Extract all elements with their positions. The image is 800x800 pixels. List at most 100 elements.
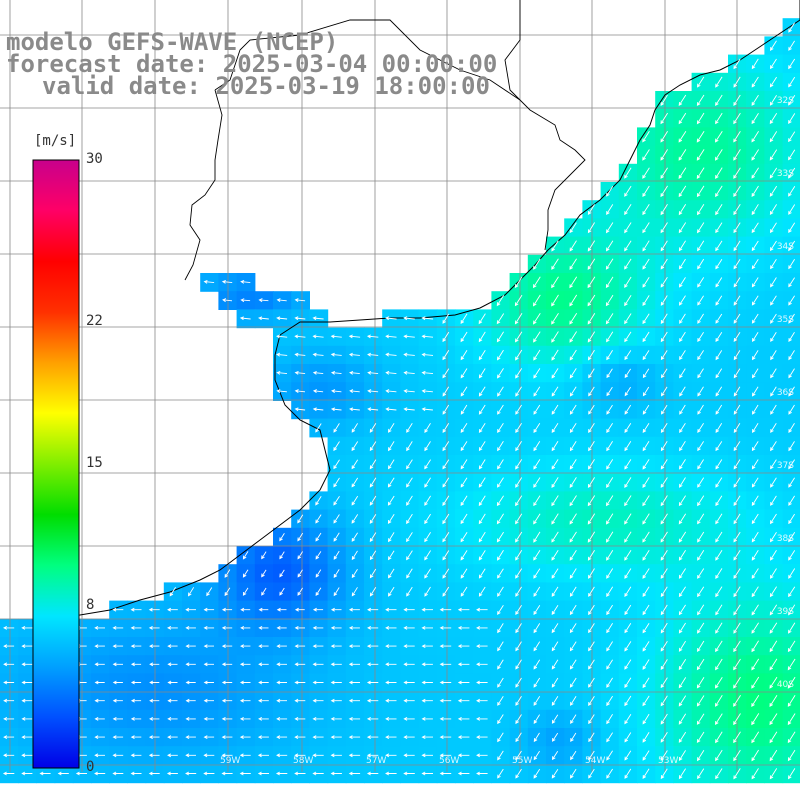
latitude-label: 34S	[776, 242, 794, 252]
wind-arrow	[367, 626, 379, 630]
wind-arrow	[769, 713, 778, 726]
wind-arrow	[369, 550, 377, 561]
wind-arrow	[606, 604, 613, 616]
wind-arrow	[385, 389, 397, 393]
wind-arrow	[769, 204, 777, 216]
wind-arrow	[148, 735, 160, 739]
wind-arrow	[788, 295, 795, 306]
wind-arrow	[424, 459, 431, 470]
wind-arrow	[660, 641, 668, 652]
wind-arrow	[679, 422, 686, 433]
wind-arrow	[476, 735, 488, 739]
longitude-label: 55W	[512, 756, 533, 766]
wind-arrow	[385, 626, 397, 630]
wind-arrow	[333, 495, 340, 506]
wind-arrow	[751, 94, 759, 106]
wind-arrow	[678, 677, 687, 689]
wind-arrow	[442, 350, 450, 361]
wind-arrow	[442, 568, 450, 579]
wind-arrow	[460, 531, 468, 543]
wind-arrow	[439, 644, 452, 648]
wind-arrow	[751, 495, 759, 507]
wind-arrow	[569, 641, 577, 652]
wind-arrow	[497, 422, 504, 433]
wind-arrow	[642, 404, 650, 415]
wind-arrow	[149, 698, 160, 703]
wind-arrow	[276, 352, 288, 357]
wind-arrow	[439, 717, 452, 721]
wind-arrow	[351, 550, 358, 561]
wind-arrow	[606, 459, 614, 470]
wind-arrow	[94, 717, 105, 721]
wind-arrow	[788, 22, 795, 33]
wind-arrow	[21, 626, 33, 630]
wind-arrow	[333, 423, 340, 433]
wind-arrow	[403, 389, 415, 393]
wind-arrow	[697, 368, 704, 379]
wind-arrow	[3, 644, 15, 648]
wind-arrow	[221, 717, 233, 721]
wind-arrow	[315, 551, 322, 560]
wind-arrow	[678, 167, 687, 180]
wind-arrow	[770, 568, 777, 579]
wind-arrow	[587, 312, 596, 325]
wind-arrow	[315, 532, 322, 542]
wind-arrow	[624, 531, 632, 543]
wind-arrow	[715, 76, 723, 88]
wind-arrow	[224, 569, 231, 578]
wind-arrow	[678, 477, 686, 488]
wind-arrow	[421, 662, 433, 667]
wind-arrow	[533, 714, 540, 725]
wind-arrow	[533, 495, 541, 507]
wind-arrow	[112, 717, 123, 721]
wind-arrow	[533, 641, 541, 652]
wind-arrow	[497, 677, 504, 688]
wind-arrow	[678, 112, 687, 125]
wind-arrow	[678, 203, 687, 216]
wind-arrow	[276, 316, 288, 321]
wind-arrow	[769, 731, 778, 744]
wind-arrow	[330, 698, 342, 703]
wind-arrow	[660, 586, 668, 598]
wind-arrow	[715, 185, 723, 198]
wind-arrow	[769, 640, 778, 653]
wind-arrow	[294, 626, 305, 630]
wind-arrow	[733, 695, 741, 707]
wind-arrow	[642, 732, 650, 743]
wind-arrow	[642, 295, 650, 306]
wind-arrow	[551, 240, 559, 252]
wind-arrow	[294, 680, 306, 685]
wind-arrow	[351, 441, 359, 452]
wind-arrow	[366, 753, 379, 758]
wind-arrow	[696, 677, 705, 689]
wind-arrow	[515, 368, 523, 379]
wind-arrow	[770, 259, 777, 270]
wind-arrow	[569, 331, 577, 343]
wind-arrow	[330, 753, 342, 758]
wind-arrow	[551, 604, 559, 615]
latitude-label: 32S	[776, 96, 794, 106]
wind-arrow	[478, 495, 486, 507]
wind-arrow	[788, 477, 795, 488]
wind-arrow	[294, 298, 306, 302]
wind-arrow	[588, 623, 595, 634]
wind-arrow	[551, 623, 559, 634]
wind-arrow	[714, 695, 723, 707]
wind-arrow	[367, 370, 379, 375]
wind-arrow	[733, 313, 741, 324]
wind-arrow	[715, 713, 723, 725]
wind-arrow	[770, 368, 777, 379]
wind-arrow	[240, 279, 251, 284]
wind-arrow	[660, 677, 668, 689]
wind-arrow	[569, 477, 577, 489]
wind-arrow	[769, 513, 777, 525]
wind-arrow	[751, 531, 759, 543]
wind-arrow	[551, 404, 559, 415]
wind-arrow	[697, 495, 705, 507]
wind-arrow	[442, 313, 450, 324]
wind-arrow	[533, 386, 541, 397]
wind-arrow	[660, 112, 668, 125]
wind-arrow	[751, 58, 759, 70]
wind-arrow	[257, 735, 269, 739]
wind-arrow	[715, 350, 723, 361]
